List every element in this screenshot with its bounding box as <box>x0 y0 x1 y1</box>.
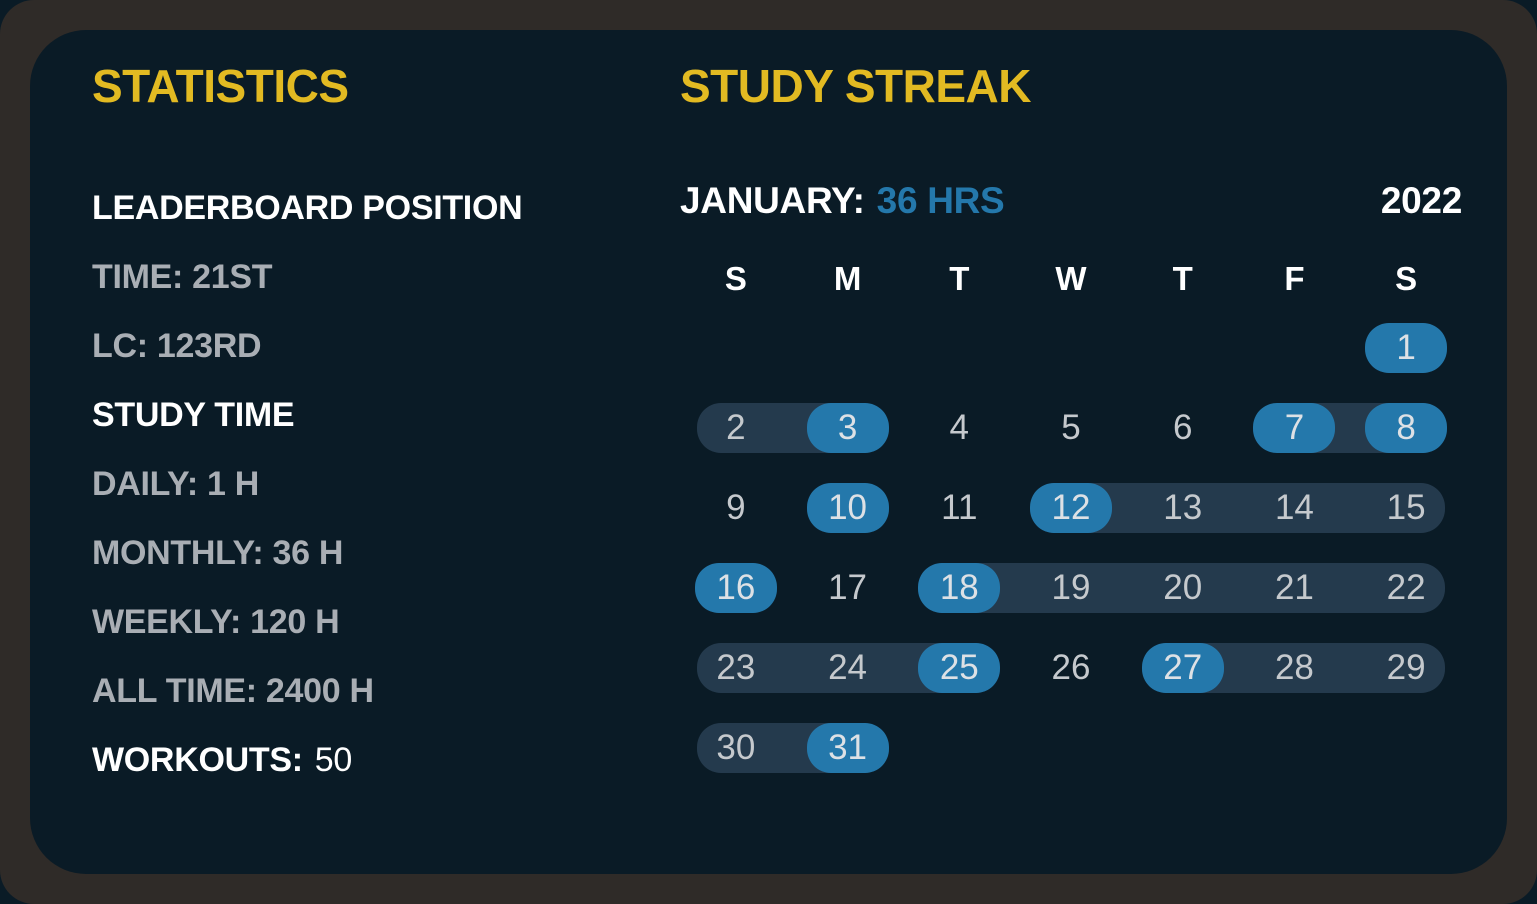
calendar-day: 14 <box>1274 488 1314 527</box>
month-hours-value: 36 HRS <box>876 180 1005 221</box>
weekday-header: T <box>949 260 970 297</box>
calendar-day: 21 <box>1274 568 1314 607</box>
weekday-header: W <box>1055 260 1087 297</box>
weekday-header: F <box>1284 260 1305 297</box>
calendar-day: 15 <box>1386 488 1426 527</box>
stat-row: TIME: 21ST <box>92 258 273 296</box>
calendar-day: 20 <box>1163 568 1203 607</box>
calendar-week-row: 16 17 18 19 20 21 22 <box>680 548 1462 628</box>
calendar-day-studied: 25 <box>918 643 1001 693</box>
stat-row: LC: 123RD <box>92 327 262 365</box>
month-label: JANUARY: <box>680 180 865 221</box>
statistics-card: STATISTICS LEADERBOARD POSITION TIME: 21S… <box>30 30 1507 874</box>
calendar-day: 23 <box>716 648 756 687</box>
calendar-day: 5 <box>1061 408 1081 447</box>
stat-row: ALL TIME: 2400 H <box>92 672 374 710</box>
calendar-day-studied: 10 <box>806 483 889 533</box>
stat-value: 50 <box>314 741 353 779</box>
calendar-week-row: 1 <box>680 308 1462 388</box>
stat-row: DAILY: 1 H <box>92 465 260 503</box>
stat-label: WORKOUTS: <box>92 741 303 779</box>
calendar-day: 30 <box>716 728 756 767</box>
calendar-day-studied: 7 <box>1253 403 1336 453</box>
calendar-day: 9 <box>726 488 746 527</box>
calendar-day-studied: 18 <box>918 563 1001 613</box>
calendar-day: 22 <box>1386 568 1426 607</box>
stat-row: WEEKLY: 120 H <box>92 603 340 641</box>
stat-row-header: LEADERBOARD POSITION <box>92 189 523 227</box>
calendar-day: 17 <box>828 568 868 607</box>
calendar-day-studied: 27 <box>1141 643 1224 693</box>
calendar-week-row: 9 10 11 12 13 14 15 <box>680 468 1462 548</box>
stat-row-header: STUDY TIME <box>92 396 295 434</box>
weekday-header: S <box>724 260 747 297</box>
calendar-day-studied: 3 <box>806 403 889 453</box>
calendar-day: 2 <box>726 408 746 447</box>
calendar-grid: 1 2 3 4 5 6 7 8 9 10 11 12 13 14 15 16 17 18 19 20 21 22 23 24 2… <box>680 308 1462 788</box>
calendar-day: 28 <box>1274 648 1314 687</box>
weekday-header: S <box>1395 260 1418 297</box>
calendar-day: 13 <box>1163 488 1203 527</box>
statistics-list: LEADERBOARD POSITION TIME: 21ST LC: 123RD S… <box>92 174 680 795</box>
calendar-day: 6 <box>1172 408 1193 447</box>
calendar-day: 24 <box>828 648 868 687</box>
statistics-panel: STATISTICS LEADERBOARD POSITION TIME: 21S… <box>92 60 680 844</box>
streak-bar <box>920 563 1445 613</box>
weekday-header: M <box>833 260 862 297</box>
calendar-day: 11 <box>941 488 978 527</box>
calendar-day-studied: 31 <box>806 723 889 773</box>
month-summary-row: JANUARY: 36 HRS 2022 <box>680 176 1462 226</box>
calendar-day: 19 <box>1051 568 1091 607</box>
calendar-week-row: 23 24 25 26 27 28 29 <box>680 628 1462 708</box>
calendar-day-studied: 1 <box>1365 323 1448 373</box>
stat-row: MONTHLY: 36 H <box>92 534 344 572</box>
calendar-day-studied: 16 <box>694 563 777 613</box>
calendar-day: 29 <box>1386 648 1426 687</box>
calendar-week-row: 30 31 <box>680 708 1462 788</box>
year-label: 2022 <box>1380 180 1462 221</box>
calendar-day-studied: 12 <box>1029 483 1112 533</box>
month-hours-group: JANUARY: 36 HRS <box>680 180 1005 222</box>
calendar-day: 26 <box>1051 648 1091 687</box>
stat-row-header: WORKOUTS: 50 <box>92 726 680 795</box>
study-streak-title: STUDY STREAK <box>680 60 1031 112</box>
calendar-day: 4 <box>949 408 970 447</box>
weekday-header: T <box>1172 260 1193 297</box>
calendar-day-studied: 8 <box>1365 403 1448 453</box>
statistics-title: STATISTICS <box>92 60 349 112</box>
